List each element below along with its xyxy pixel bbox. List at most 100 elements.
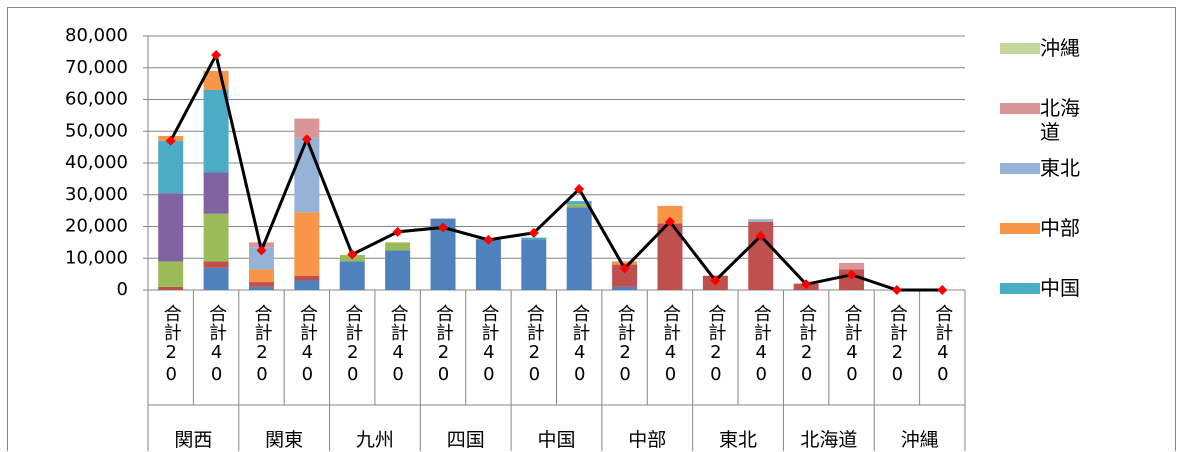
bar-segment: [158, 193, 184, 262]
line-marker: [801, 279, 812, 290]
x-tick-label: 合計20: [886, 304, 908, 386]
bar-segment: [203, 213, 229, 262]
group-label: 中国: [537, 429, 576, 451]
line-marker: [211, 50, 222, 61]
x-tick-label: 合計40: [387, 304, 409, 386]
line-marker: [619, 263, 630, 274]
bar-segment: [203, 261, 229, 268]
x-tick-label: 合計40: [296, 304, 318, 386]
x-tick-label: 合計20: [160, 304, 182, 386]
y-tick-label: 80,000: [65, 25, 128, 46]
y-tick-label: 50,000: [65, 120, 128, 141]
group-label: 北海道: [800, 429, 858, 451]
bar-segment: [339, 261, 365, 290]
bar-segment: [612, 286, 638, 290]
x-tick-label: 合計20: [433, 304, 455, 386]
y-tick-label: 40,000: [65, 152, 128, 173]
legend-label: 沖縄: [1040, 36, 1080, 60]
line-marker: [165, 135, 176, 146]
y-tick-label: 10,000: [65, 247, 128, 268]
x-tick-label: 合計20: [614, 304, 636, 386]
group-label: 東北: [719, 429, 758, 451]
x-tick-label: 合計40: [478, 304, 500, 386]
bar-segment: [248, 286, 274, 290]
bar-segment: [203, 267, 229, 290]
legend-swatch: [1000, 223, 1040, 234]
bar-segment: [158, 286, 184, 290]
x-tick-label: 合計20: [705, 304, 727, 386]
group-label: 四国: [446, 429, 485, 451]
bar-segment: [612, 261, 638, 265]
bar-segment: [248, 282, 274, 287]
legend-label: 北海道: [1040, 96, 1080, 144]
group-label: 中部: [628, 429, 667, 451]
bar-segment: [521, 237, 547, 240]
legend-swatch: [1000, 283, 1040, 294]
group-label: 沖縄: [900, 429, 939, 451]
x-tick-label: 合計40: [841, 304, 863, 386]
bar-segment: [158, 261, 184, 287]
x-tick-label: 合計40: [659, 304, 681, 386]
x-tick-label: 合計20: [342, 304, 364, 386]
bar-segment: [612, 264, 638, 287]
line-marker: [710, 275, 721, 286]
y-tick-label: 60,000: [65, 89, 128, 110]
x-tick-label: 合計20: [251, 304, 273, 386]
legend-swatch: [1000, 43, 1040, 54]
bar-segment: [657, 205, 683, 224]
line-marker: [483, 234, 494, 245]
line-marker: [392, 226, 403, 237]
line-marker: [256, 245, 267, 256]
bar-segment: [294, 275, 320, 281]
group-label: 関東: [265, 429, 304, 451]
legend-label: 中部: [1040, 216, 1080, 240]
x-tick-label: 合計20: [523, 304, 545, 386]
bar-segment: [475, 239, 501, 290]
line-marker: [301, 134, 312, 145]
group-label: 九州: [355, 429, 394, 451]
legend-swatch: [1000, 163, 1040, 174]
bar-segment: [294, 118, 320, 138]
bar-segment: [203, 172, 229, 214]
bar-segment: [566, 204, 592, 208]
bar-segment: [566, 207, 592, 290]
line-marker: [347, 249, 358, 260]
x-tick-label: 合計20: [796, 304, 818, 386]
y-tick-label: 70,000: [65, 57, 128, 78]
bar-segment: [158, 140, 184, 194]
legend-swatch: [1000, 103, 1040, 114]
bar-segment: [294, 280, 320, 290]
group-label: 関西: [174, 429, 213, 451]
bar-segment: [566, 201, 592, 205]
bar-segment: [385, 242, 411, 251]
line: [169, 50, 943, 292]
y-tick-label: 30,000: [65, 184, 128, 205]
chart-border: [7, 7, 1176, 451]
x-tick-label: 合計40: [206, 304, 228, 386]
x-tick-label: 合計40: [932, 304, 954, 386]
line-marker: [574, 184, 585, 195]
legend-label: 中国: [1040, 276, 1080, 300]
line-marker: [528, 227, 539, 238]
bar-segment: [294, 212, 320, 276]
bar-segment: [248, 247, 274, 270]
line-marker: [438, 222, 449, 233]
y-tick-label: 20,000: [65, 216, 128, 237]
x-tick-label: 合計40: [569, 304, 591, 386]
bar-segment: [203, 89, 229, 173]
line-marker: [755, 231, 766, 242]
bar-segment: [248, 269, 274, 283]
legend-label: 東北: [1040, 156, 1080, 180]
bar-segment: [748, 219, 774, 222]
bar-segment: [839, 263, 865, 270]
bar-segment: [294, 137, 320, 213]
bar-segment: [385, 250, 411, 290]
y-tick-label: 0: [117, 279, 128, 300]
line-marker: [664, 216, 675, 227]
line-marker: [937, 285, 948, 295]
bar-segment: [521, 239, 547, 290]
line-marker: [846, 269, 857, 280]
x-tick-label: 合計40: [750, 304, 772, 386]
